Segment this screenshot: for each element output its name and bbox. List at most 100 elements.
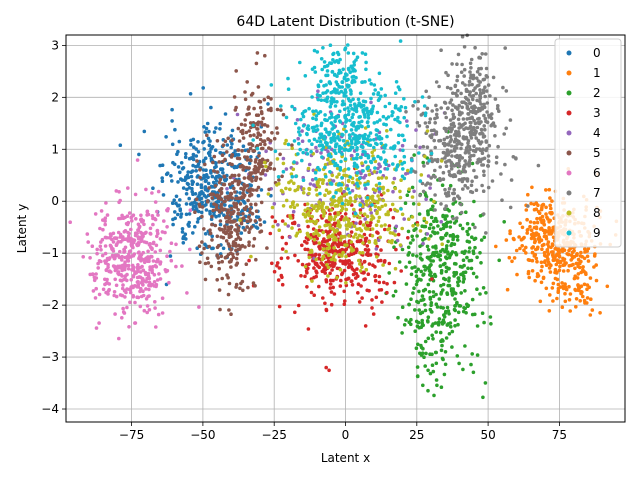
data-point bbox=[486, 101, 490, 105]
data-point bbox=[370, 203, 374, 207]
data-point bbox=[343, 302, 347, 306]
data-point bbox=[431, 230, 435, 234]
data-point bbox=[437, 255, 441, 259]
data-point bbox=[329, 282, 333, 286]
data-point bbox=[406, 236, 410, 240]
data-point bbox=[115, 284, 119, 288]
data-point bbox=[474, 136, 478, 140]
data-point bbox=[330, 182, 334, 186]
data-point bbox=[442, 321, 446, 325]
data-point bbox=[194, 147, 198, 151]
data-point bbox=[349, 104, 353, 108]
data-point bbox=[137, 243, 141, 247]
data-point bbox=[253, 149, 257, 153]
data-point bbox=[345, 73, 349, 77]
legend-label: 1 bbox=[593, 66, 601, 80]
data-point bbox=[311, 117, 315, 121]
data-point bbox=[441, 288, 445, 292]
data-point bbox=[549, 270, 553, 274]
data-point bbox=[259, 177, 263, 181]
data-point bbox=[359, 156, 363, 160]
data-point bbox=[178, 140, 182, 144]
data-point bbox=[105, 269, 109, 273]
data-point bbox=[249, 155, 253, 159]
data-point bbox=[369, 97, 373, 101]
data-point bbox=[343, 193, 347, 197]
data-point bbox=[363, 212, 367, 216]
data-point bbox=[233, 190, 237, 194]
data-point bbox=[355, 227, 359, 231]
data-point bbox=[412, 202, 416, 206]
data-point bbox=[413, 308, 417, 312]
data-point bbox=[171, 218, 175, 222]
data-point bbox=[422, 265, 426, 269]
data-point bbox=[443, 101, 447, 105]
data-point bbox=[293, 108, 297, 112]
data-point bbox=[439, 264, 443, 268]
data-point bbox=[508, 256, 512, 260]
data-point bbox=[213, 130, 217, 134]
data-point bbox=[141, 278, 145, 282]
data-point bbox=[378, 72, 382, 76]
data-point bbox=[219, 228, 223, 232]
data-point bbox=[253, 237, 257, 241]
data-point bbox=[346, 78, 350, 82]
data-point bbox=[365, 200, 369, 204]
data-point bbox=[243, 176, 247, 180]
data-point bbox=[339, 279, 343, 283]
data-point bbox=[404, 265, 408, 269]
data-point bbox=[202, 147, 206, 151]
data-point bbox=[357, 121, 361, 125]
data-point bbox=[227, 308, 231, 312]
data-point bbox=[117, 217, 121, 221]
data-point bbox=[432, 128, 436, 132]
data-point bbox=[391, 203, 395, 207]
data-point bbox=[122, 216, 126, 220]
data-point bbox=[294, 122, 298, 126]
data-point bbox=[391, 231, 395, 235]
data-point bbox=[274, 150, 278, 154]
data-point bbox=[561, 305, 565, 309]
data-point bbox=[569, 292, 573, 296]
data-point bbox=[378, 207, 382, 211]
data-point bbox=[430, 334, 434, 338]
data-point bbox=[173, 163, 177, 167]
data-point bbox=[221, 160, 225, 164]
data-point bbox=[362, 137, 366, 141]
data-point bbox=[323, 166, 327, 170]
data-point bbox=[462, 168, 466, 172]
data-point bbox=[321, 258, 325, 262]
data-point bbox=[353, 80, 357, 84]
data-point bbox=[461, 123, 465, 127]
data-point bbox=[344, 199, 348, 203]
data-point bbox=[400, 227, 404, 231]
data-point bbox=[229, 134, 233, 138]
data-point bbox=[200, 197, 204, 201]
data-point bbox=[190, 202, 194, 206]
data-point bbox=[310, 95, 314, 99]
data-point bbox=[179, 215, 183, 219]
data-point bbox=[318, 144, 322, 148]
data-point bbox=[361, 169, 365, 173]
data-point bbox=[369, 211, 373, 215]
data-point bbox=[529, 220, 533, 224]
data-point bbox=[475, 275, 479, 279]
data-point bbox=[220, 254, 224, 258]
data-point bbox=[165, 208, 169, 212]
data-point bbox=[482, 212, 486, 216]
data-point bbox=[332, 195, 336, 199]
data-point bbox=[332, 246, 336, 250]
data-point bbox=[395, 225, 399, 229]
data-point bbox=[456, 106, 460, 110]
data-point bbox=[170, 108, 174, 112]
data-point bbox=[381, 186, 385, 190]
data-point bbox=[484, 291, 488, 295]
data-point bbox=[208, 228, 212, 232]
data-point bbox=[256, 170, 260, 174]
data-point bbox=[445, 194, 449, 198]
data-point bbox=[401, 305, 405, 309]
data-point bbox=[181, 230, 185, 234]
data-point bbox=[360, 105, 364, 109]
data-point bbox=[357, 239, 361, 243]
data-point bbox=[277, 228, 281, 232]
